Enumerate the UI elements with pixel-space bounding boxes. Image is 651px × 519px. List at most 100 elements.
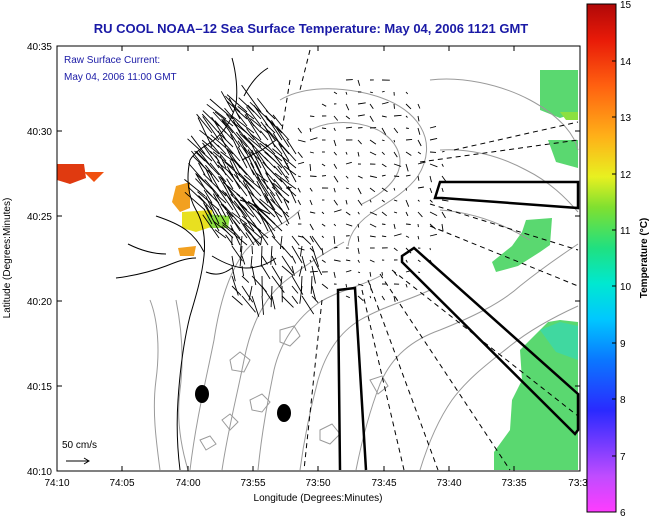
current-vector <box>405 270 411 273</box>
current-vector <box>226 100 248 120</box>
current-vector <box>333 223 337 227</box>
current-vector <box>273 165 283 176</box>
current-vector <box>229 113 255 134</box>
current-vector <box>194 150 206 162</box>
current-vector <box>250 133 269 148</box>
current-vector <box>233 220 248 239</box>
current-vector <box>264 195 283 225</box>
current-vector <box>286 187 297 197</box>
current-vector <box>311 285 317 301</box>
current-vector <box>405 259 408 263</box>
current-vector <box>333 115 339 121</box>
current-note-line1: Raw Surface Current: <box>64 55 160 66</box>
current-vector <box>369 259 375 263</box>
current-vector <box>345 211 351 216</box>
current-vector <box>393 223 396 230</box>
current-vector <box>311 245 320 267</box>
current-vector <box>321 127 327 130</box>
current-vector <box>244 156 255 176</box>
current-vector <box>256 176 276 204</box>
current-vector <box>271 255 277 266</box>
current-vector <box>252 222 269 246</box>
current-vector <box>405 151 412 156</box>
current-vector <box>417 186 424 189</box>
current-vector <box>345 103 350 111</box>
y-axis-label: Latitude (Degrees:Minutes) <box>2 198 13 319</box>
current-vector <box>297 175 301 178</box>
bathymetry-contours <box>149 78 579 471</box>
current-vector <box>417 139 422 147</box>
current-vector <box>381 174 386 177</box>
current-vector <box>184 191 206 211</box>
current-vector <box>255 172 269 183</box>
current-vector <box>381 101 389 105</box>
current-vector <box>393 103 395 109</box>
current-vector <box>220 151 234 162</box>
current-vector <box>309 187 313 192</box>
current-vector <box>393 151 398 158</box>
current-vector <box>207 136 220 148</box>
current-vector <box>239 133 255 148</box>
current-vector <box>291 285 299 294</box>
current-vector <box>333 187 336 193</box>
current-vector <box>405 223 411 225</box>
current-vector <box>202 214 220 239</box>
current-vector <box>203 145 220 169</box>
current-vector <box>393 271 398 276</box>
current-vector <box>223 129 234 141</box>
current-vector <box>285 175 289 179</box>
current-vector <box>345 283 348 288</box>
current-vector <box>281 265 294 276</box>
current-vector <box>271 295 276 310</box>
current-vector <box>429 259 433 264</box>
current-vector <box>248 285 253 301</box>
current-vector <box>321 247 324 256</box>
current-vector <box>309 175 317 177</box>
current-vector <box>273 182 290 197</box>
current-vector <box>381 223 386 225</box>
current-vector <box>345 91 348 95</box>
current-vector <box>429 211 438 217</box>
current-vector <box>245 183 255 197</box>
current-vector <box>405 199 410 207</box>
colorbar-tick-label: 8 <box>620 395 626 406</box>
current-vector <box>264 218 276 239</box>
current-vector <box>441 223 444 232</box>
colorbar-tick-label: 9 <box>620 339 626 350</box>
current-vector <box>405 247 412 254</box>
scale-label: 50 cm/s <box>62 440 97 451</box>
current-vector <box>381 199 385 203</box>
current-vector <box>333 246 338 249</box>
current-vector <box>251 235 260 247</box>
current-vectors <box>184 79 449 317</box>
current-vector <box>250 255 253 268</box>
current-vector <box>259 214 269 232</box>
current-vector <box>333 271 336 278</box>
current-vector <box>417 103 421 109</box>
current-vector <box>251 169 269 197</box>
current-vector <box>268 178 283 197</box>
current-vector <box>297 151 303 158</box>
current-vector <box>260 235 263 245</box>
current-vector <box>381 127 387 135</box>
current-vector <box>381 151 385 156</box>
current-vector <box>429 199 433 203</box>
current-vector <box>260 130 269 141</box>
current-vector <box>299 245 303 257</box>
current-vector <box>441 187 444 193</box>
current-vector <box>291 235 300 246</box>
current-vector <box>309 115 315 118</box>
current-vector <box>256 98 269 113</box>
current-vector <box>369 283 372 291</box>
current-vector <box>309 163 312 171</box>
current-vector <box>241 265 245 277</box>
current-vector <box>222 204 241 232</box>
current-vector <box>369 115 374 122</box>
current-vector <box>299 285 303 304</box>
current-vector <box>297 139 306 143</box>
x-tick-label: 73:50 <box>305 478 330 489</box>
current-vector <box>273 178 283 190</box>
current-vector <box>345 295 350 299</box>
colorbar-tick-label: 10 <box>620 282 632 293</box>
current-vector <box>429 125 437 129</box>
